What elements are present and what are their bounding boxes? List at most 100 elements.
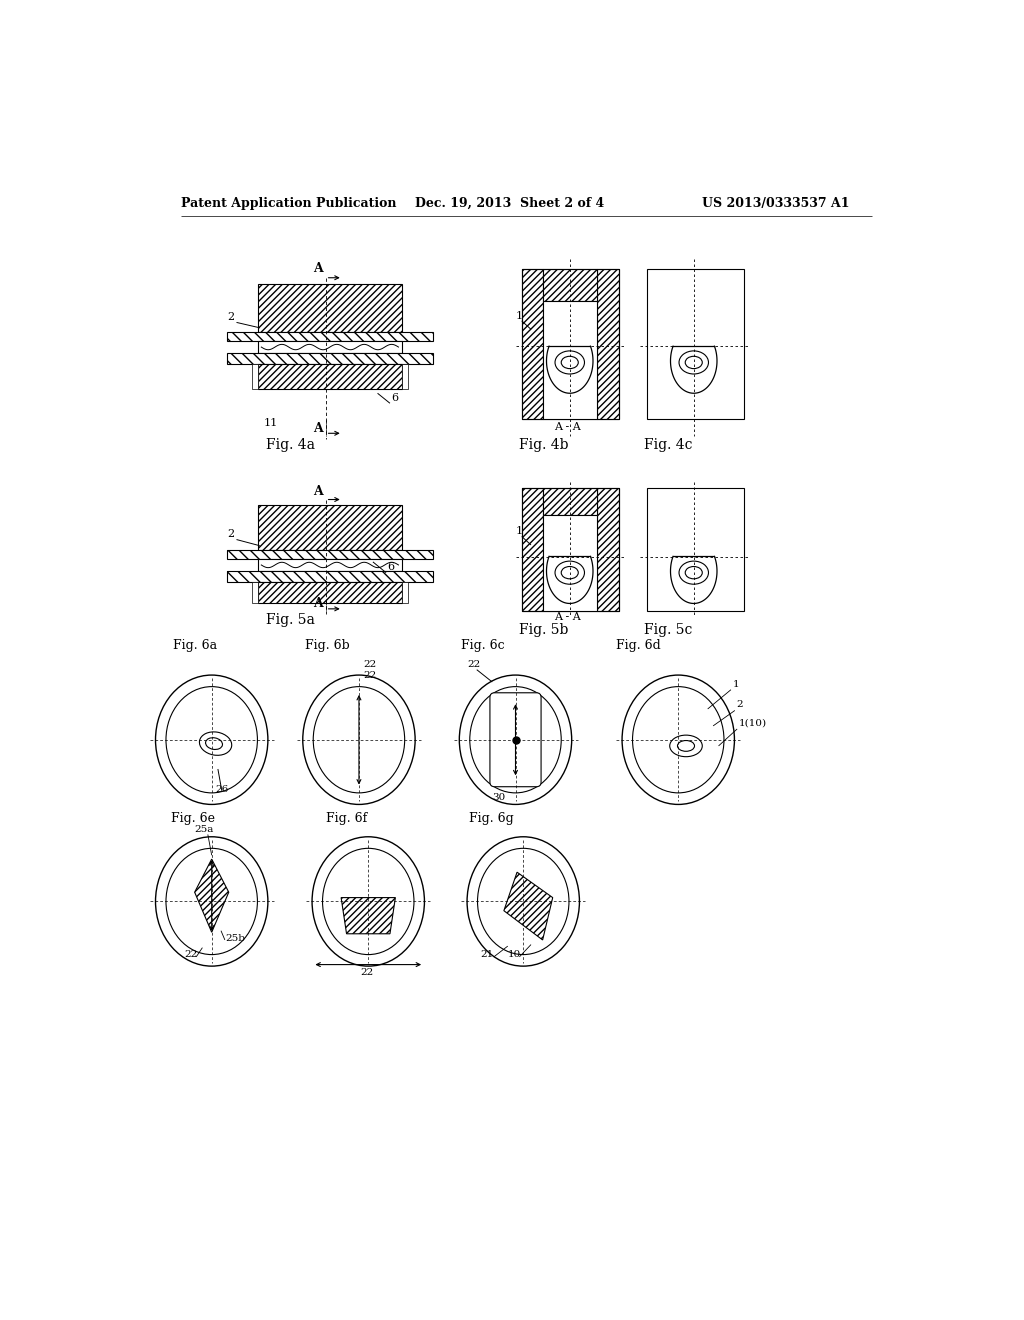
Bar (521, 268, 544, 418)
Text: A - A: A - A (554, 422, 581, 432)
Bar (401, 582, 408, 603)
Polygon shape (341, 898, 395, 933)
Ellipse shape (166, 686, 257, 793)
Text: Fig. 6f: Fig. 6f (326, 812, 367, 825)
Bar (521, 268, 618, 418)
Ellipse shape (622, 675, 734, 804)
Bar (252, 364, 258, 388)
Text: US 2013/0333537 A1: US 2013/0333537 A1 (701, 197, 849, 210)
Text: A: A (313, 597, 323, 610)
Ellipse shape (470, 686, 561, 793)
Bar (544, 301, 597, 418)
Bar (258, 364, 401, 388)
Bar (258, 582, 401, 603)
Bar (258, 364, 401, 388)
Bar (521, 488, 618, 611)
Bar (401, 364, 408, 388)
FancyBboxPatch shape (489, 693, 541, 787)
Ellipse shape (156, 837, 268, 966)
Text: Fig. 6c: Fig. 6c (461, 639, 505, 652)
Ellipse shape (633, 686, 724, 793)
Bar (258, 284, 401, 331)
Text: 25b: 25b (225, 935, 246, 944)
Ellipse shape (561, 356, 579, 368)
Bar (227, 549, 432, 558)
Text: 10: 10 (508, 950, 521, 958)
Bar (597, 268, 618, 418)
Text: 2: 2 (227, 529, 234, 540)
Bar (521, 488, 544, 611)
Bar (544, 488, 597, 515)
Bar (258, 506, 401, 549)
Bar (544, 268, 597, 301)
Ellipse shape (467, 837, 580, 966)
Ellipse shape (460, 675, 571, 804)
Text: Fig. 5b: Fig. 5b (519, 623, 569, 638)
Ellipse shape (685, 356, 702, 368)
Bar (597, 488, 618, 611)
Bar (521, 488, 544, 611)
Text: 30: 30 (493, 793, 506, 801)
Bar (252, 582, 258, 603)
Text: 22: 22 (184, 950, 198, 958)
Bar (544, 268, 597, 301)
Ellipse shape (156, 675, 268, 804)
Bar (258, 582, 401, 603)
Text: 2: 2 (736, 701, 743, 709)
Ellipse shape (166, 849, 257, 954)
Text: 11: 11 (263, 417, 278, 428)
Ellipse shape (685, 566, 702, 578)
Text: 26: 26 (216, 785, 228, 795)
Bar (227, 331, 432, 341)
Bar (647, 488, 744, 611)
Bar (544, 515, 597, 611)
Bar (258, 341, 401, 354)
Bar (258, 506, 401, 549)
Ellipse shape (678, 741, 694, 751)
Bar (647, 268, 744, 418)
Ellipse shape (312, 837, 424, 966)
Text: 25a: 25a (195, 825, 214, 834)
Text: A: A (313, 422, 323, 434)
Ellipse shape (555, 561, 585, 585)
Text: 22: 22 (362, 671, 376, 680)
Bar (258, 284, 401, 331)
Text: A: A (313, 484, 323, 498)
Text: Patent Application Publication: Patent Application Publication (180, 197, 396, 210)
Text: Fig. 4c: Fig. 4c (644, 438, 692, 453)
Ellipse shape (670, 735, 702, 756)
Text: A: A (313, 261, 323, 275)
Ellipse shape (200, 731, 231, 755)
Bar (258, 558, 401, 572)
Text: 1: 1 (732, 680, 739, 689)
Bar (227, 572, 432, 582)
Bar (521, 268, 544, 418)
Bar (544, 488, 597, 515)
Text: 2: 2 (227, 312, 234, 322)
Bar (227, 354, 432, 364)
Ellipse shape (679, 561, 709, 585)
Polygon shape (504, 873, 553, 940)
Text: 1: 1 (515, 527, 522, 536)
Text: 1: 1 (515, 310, 522, 321)
Text: Fig. 4b: Fig. 4b (519, 438, 569, 453)
Ellipse shape (679, 351, 709, 374)
Text: Fig. 6e: Fig. 6e (171, 812, 215, 825)
Bar (597, 268, 618, 418)
Text: 21: 21 (480, 950, 494, 958)
Ellipse shape (555, 351, 585, 374)
Text: Fig. 5c: Fig. 5c (644, 623, 692, 638)
Text: Fig. 5a: Fig. 5a (266, 614, 315, 627)
Bar (227, 549, 432, 558)
Text: 6: 6 (388, 562, 394, 573)
Bar (597, 488, 618, 611)
Text: 22: 22 (360, 969, 374, 977)
Ellipse shape (477, 849, 569, 954)
Ellipse shape (313, 686, 404, 793)
Text: A - A: A - A (554, 612, 581, 623)
Text: 22: 22 (467, 660, 480, 669)
Bar (227, 331, 432, 341)
Bar (227, 354, 432, 364)
Ellipse shape (206, 738, 222, 750)
Text: Fig. 6b: Fig. 6b (305, 639, 349, 652)
